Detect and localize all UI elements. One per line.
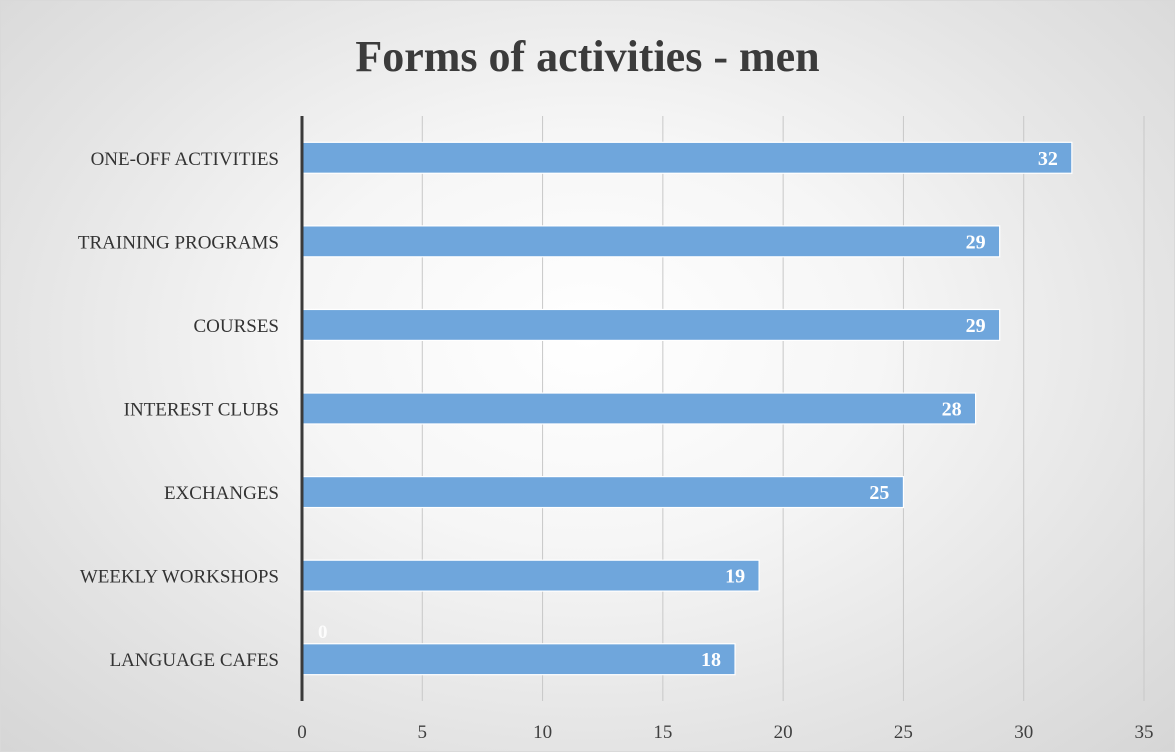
bar: [301, 225, 1001, 258]
data-label: 18: [701, 649, 721, 671]
bars: [301, 141, 1073, 676]
x-tick-label: 0: [297, 722, 307, 743]
category-label: LANGUAGE CAFES: [110, 650, 279, 671]
data-label: 19: [725, 566, 745, 588]
data-label: 25: [869, 482, 889, 504]
x-tick-label: 5: [418, 722, 428, 743]
x-tick-label: 20: [774, 722, 793, 743]
bar: [301, 559, 760, 592]
category-label: TRAINING PROGRAMS: [78, 232, 279, 253]
bar: [301, 141, 1073, 174]
x-tick-label: 10: [533, 722, 552, 743]
x-tick-label: 30: [1014, 722, 1033, 743]
category-label: WEEKLY WORKSHOPS: [80, 567, 279, 588]
bar: [301, 643, 736, 676]
data-label: 28: [942, 399, 962, 421]
bar: [301, 308, 1001, 341]
data-label: 29: [966, 315, 986, 337]
category-label: COURSES: [193, 316, 279, 337]
data-label: 32: [1038, 148, 1058, 170]
x-tick-label: 15: [653, 722, 672, 743]
x-tick-label: 25: [894, 722, 913, 743]
chart-title: Forms of activities - men: [355, 32, 820, 81]
bar: [301, 476, 905, 509]
annotation-label: 0: [318, 622, 328, 643]
bar: [301, 392, 977, 425]
x-tick-label: 35: [1135, 722, 1154, 743]
category-label: ONE-OFF ACTIVITIES: [91, 149, 279, 170]
data-label: 29: [966, 231, 986, 253]
labels: 0 5 10 15 20 25 30 35 ONE-OFF ACTIVITIES 32 TRAINI…: [78, 148, 1154, 743]
category-label: INTEREST CLUBS: [124, 400, 279, 421]
category-label: EXCHANGES: [164, 483, 279, 504]
